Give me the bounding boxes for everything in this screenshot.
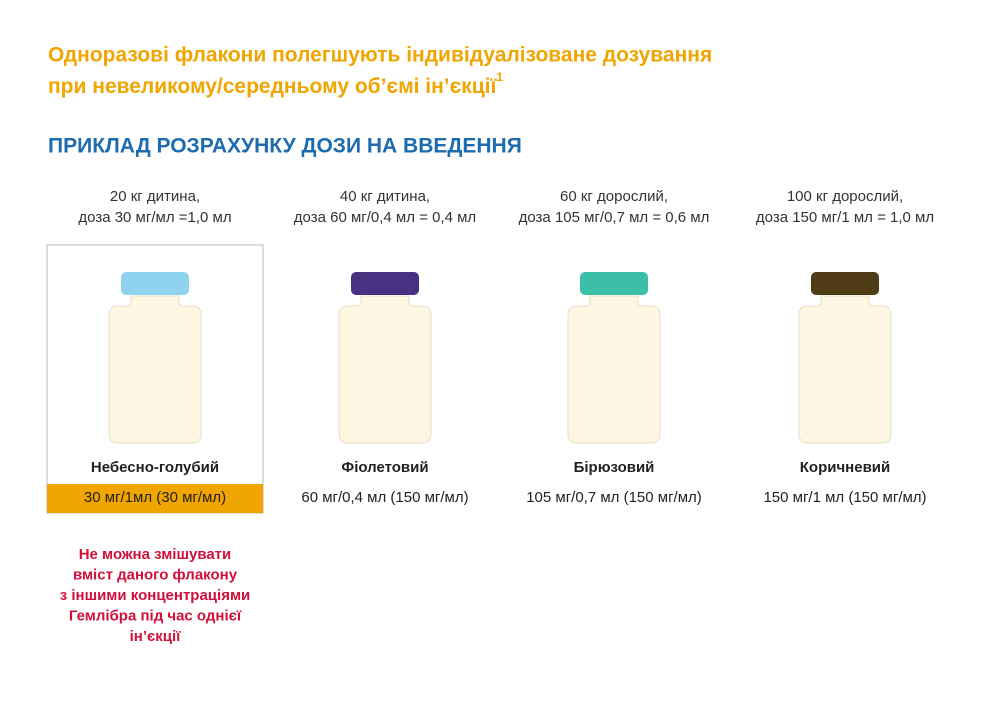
title-line: Одноразові флакони полегшують індивідуал…	[48, 44, 712, 67]
concentration: 150 мг/1 мл (150 мг/мл)	[763, 489, 926, 506]
highlight-bar	[47, 484, 263, 513]
color-name: Небесно-голубий	[91, 459, 219, 476]
vial-body	[338, 295, 432, 444]
title-text: при невеликому/середньому об’ємі ін’єкці…	[48, 75, 497, 98]
dose-line: доза 105 мг/0,7 мл = 0,6 мл	[519, 209, 710, 226]
vial-body	[567, 295, 661, 444]
concentration: 105 мг/0,7 мл (150 мг/мл)	[526, 489, 702, 506]
warning-line: вміст даного флакону	[73, 566, 238, 583]
color-name: Коричневий	[800, 459, 890, 476]
color-name: Бірюзовий	[574, 459, 655, 476]
subtitle: ПРИКЛАД РОЗРАХУНКУ ДОЗИ НА ВВЕДЕННЯ	[48, 135, 522, 158]
vial-cap	[580, 272, 648, 295]
dose-line: доза 30 мг/мл =1,0 мл	[78, 209, 231, 226]
vial-cap	[811, 272, 879, 295]
vial-cap	[351, 272, 419, 295]
dose-line: 40 кг дитина,	[340, 188, 430, 205]
warning-line: з іншими концентраціями	[60, 587, 251, 604]
concentration: 30 мг/1мл (30 мг/мл)	[84, 489, 226, 506]
warning: Не можна змішувати вміст даного флакону з …	[60, 546, 251, 645]
color-name: Фіолетовий	[341, 459, 428, 476]
dose-line: 20 кг дитина,	[110, 188, 200, 205]
vial-body	[798, 295, 892, 444]
dose-line: доза 150 мг/1 мл = 1,0 мл	[756, 209, 934, 226]
dose-line: 60 кг дорослий,	[560, 188, 668, 205]
title-line: при невеликому/середньому об’ємі ін’єкці…	[48, 70, 503, 97]
footnote-ref: 1	[496, 70, 503, 84]
vial-cap	[121, 272, 189, 295]
dose-line: доза 60 мг/0,4 мл = 0,4 мл	[294, 209, 476, 226]
concentration: 60 мг/0,4 мл (150 мг/мл)	[301, 489, 468, 506]
vial-body	[108, 295, 202, 444]
warning-line: Не можна змішувати	[79, 546, 232, 563]
vials: 20 кг дитина, доза 30 мг/мл =1,0 мл Небесн…	[46, 188, 934, 514]
warning-line: ін’єкції	[130, 628, 182, 645]
warning-line: Гемлібра під час однієї	[69, 607, 242, 624]
dose-line: 100 кг дорослий,	[787, 188, 903, 205]
